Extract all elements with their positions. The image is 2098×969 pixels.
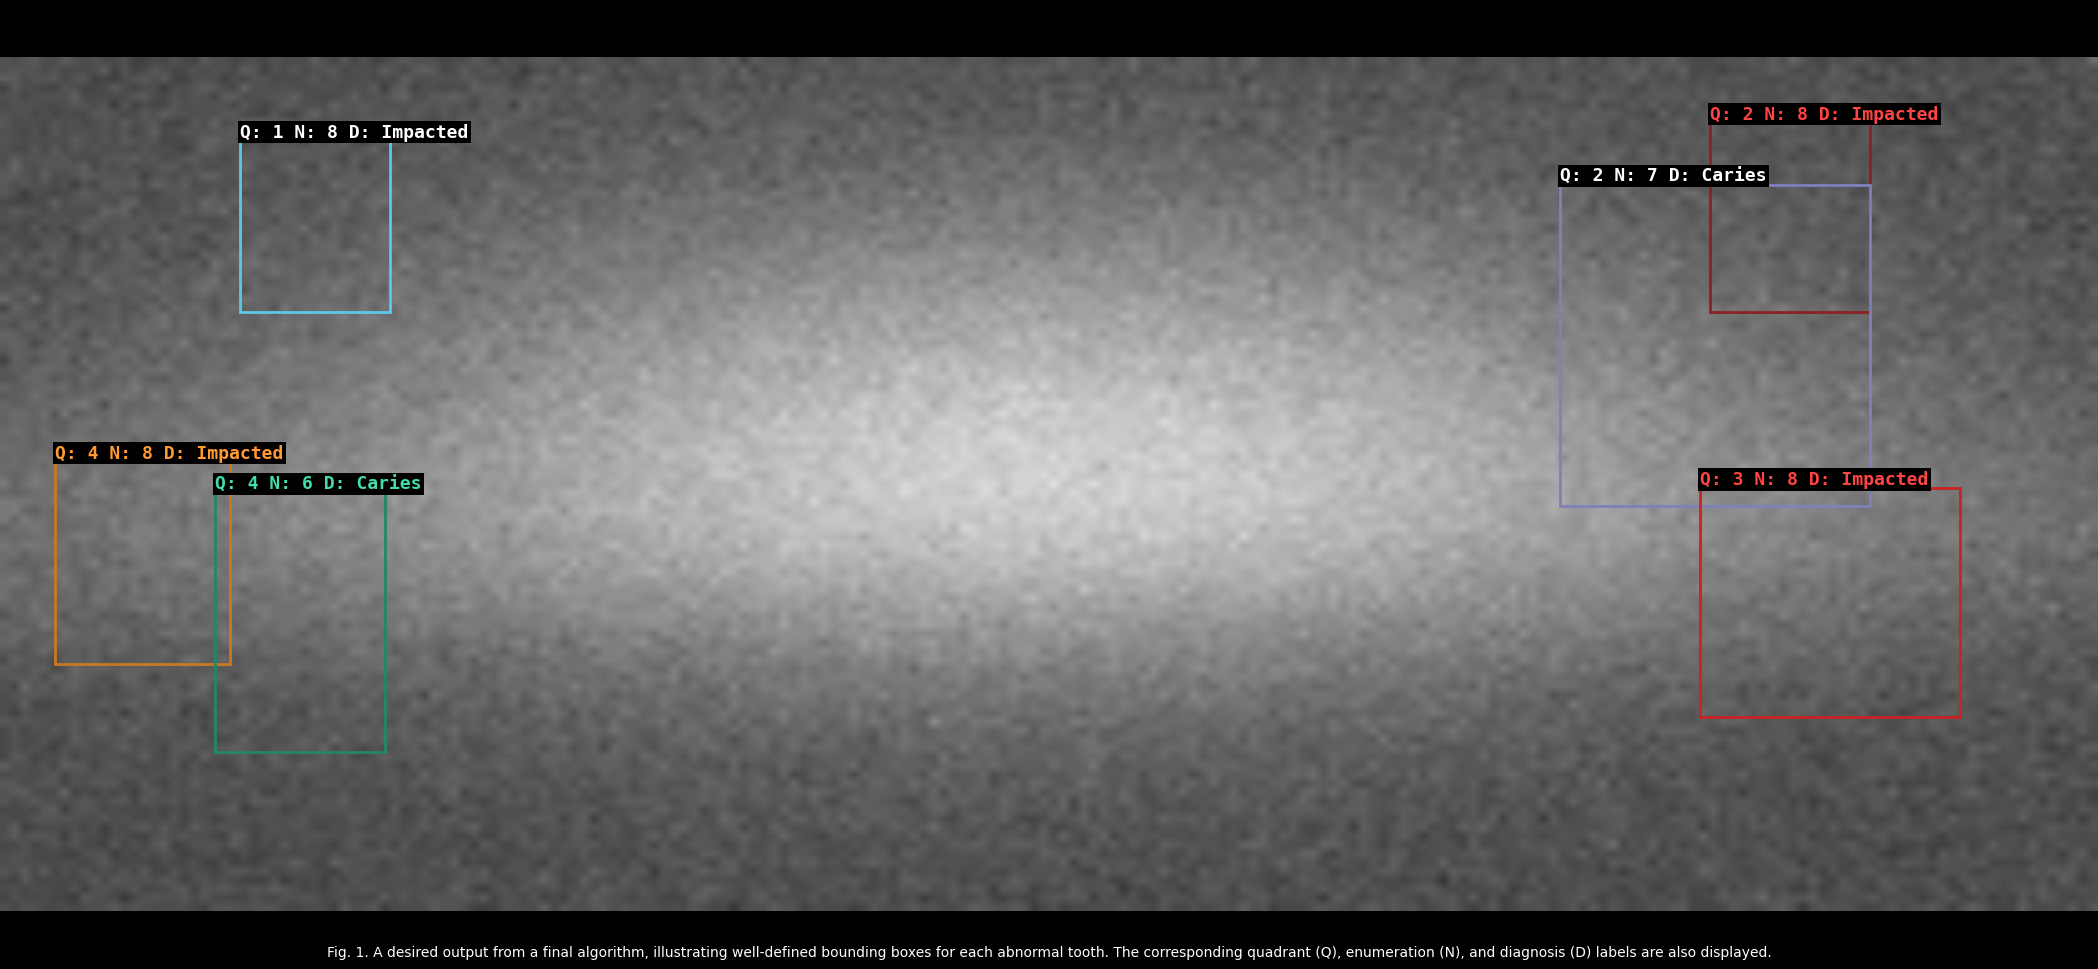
Text: Q: 4 N: 6 D: Caries: Q: 4 N: 6 D: Caries [214,476,422,493]
Text: Fig. 1. A desired output from a final algorithm, illustrating well-defined bound: Fig. 1. A desired output from a final al… [327,946,1771,959]
Text: Q: 2 N: 8 D: Impacted: Q: 2 N: 8 D: Impacted [1710,106,1939,124]
Text: Q: 2 N: 7 D: Caries: Q: 2 N: 7 D: Caries [1561,168,1767,186]
Bar [55,462,231,665]
Bar [1699,489,1960,717]
Bar [214,493,386,753]
Text: Q: 3 N: 8 D: Impacted: Q: 3 N: 8 D: Impacted [1699,471,1928,489]
Bar [1561,186,1869,507]
Text: Q: 4 N: 8 D: Impacted: Q: 4 N: 8 D: Impacted [55,445,283,462]
Bar [1710,124,1869,313]
Bar [239,141,390,313]
Text: Q: 1 N: 8 D: Impacted: Q: 1 N: 8 D: Impacted [239,124,468,141]
